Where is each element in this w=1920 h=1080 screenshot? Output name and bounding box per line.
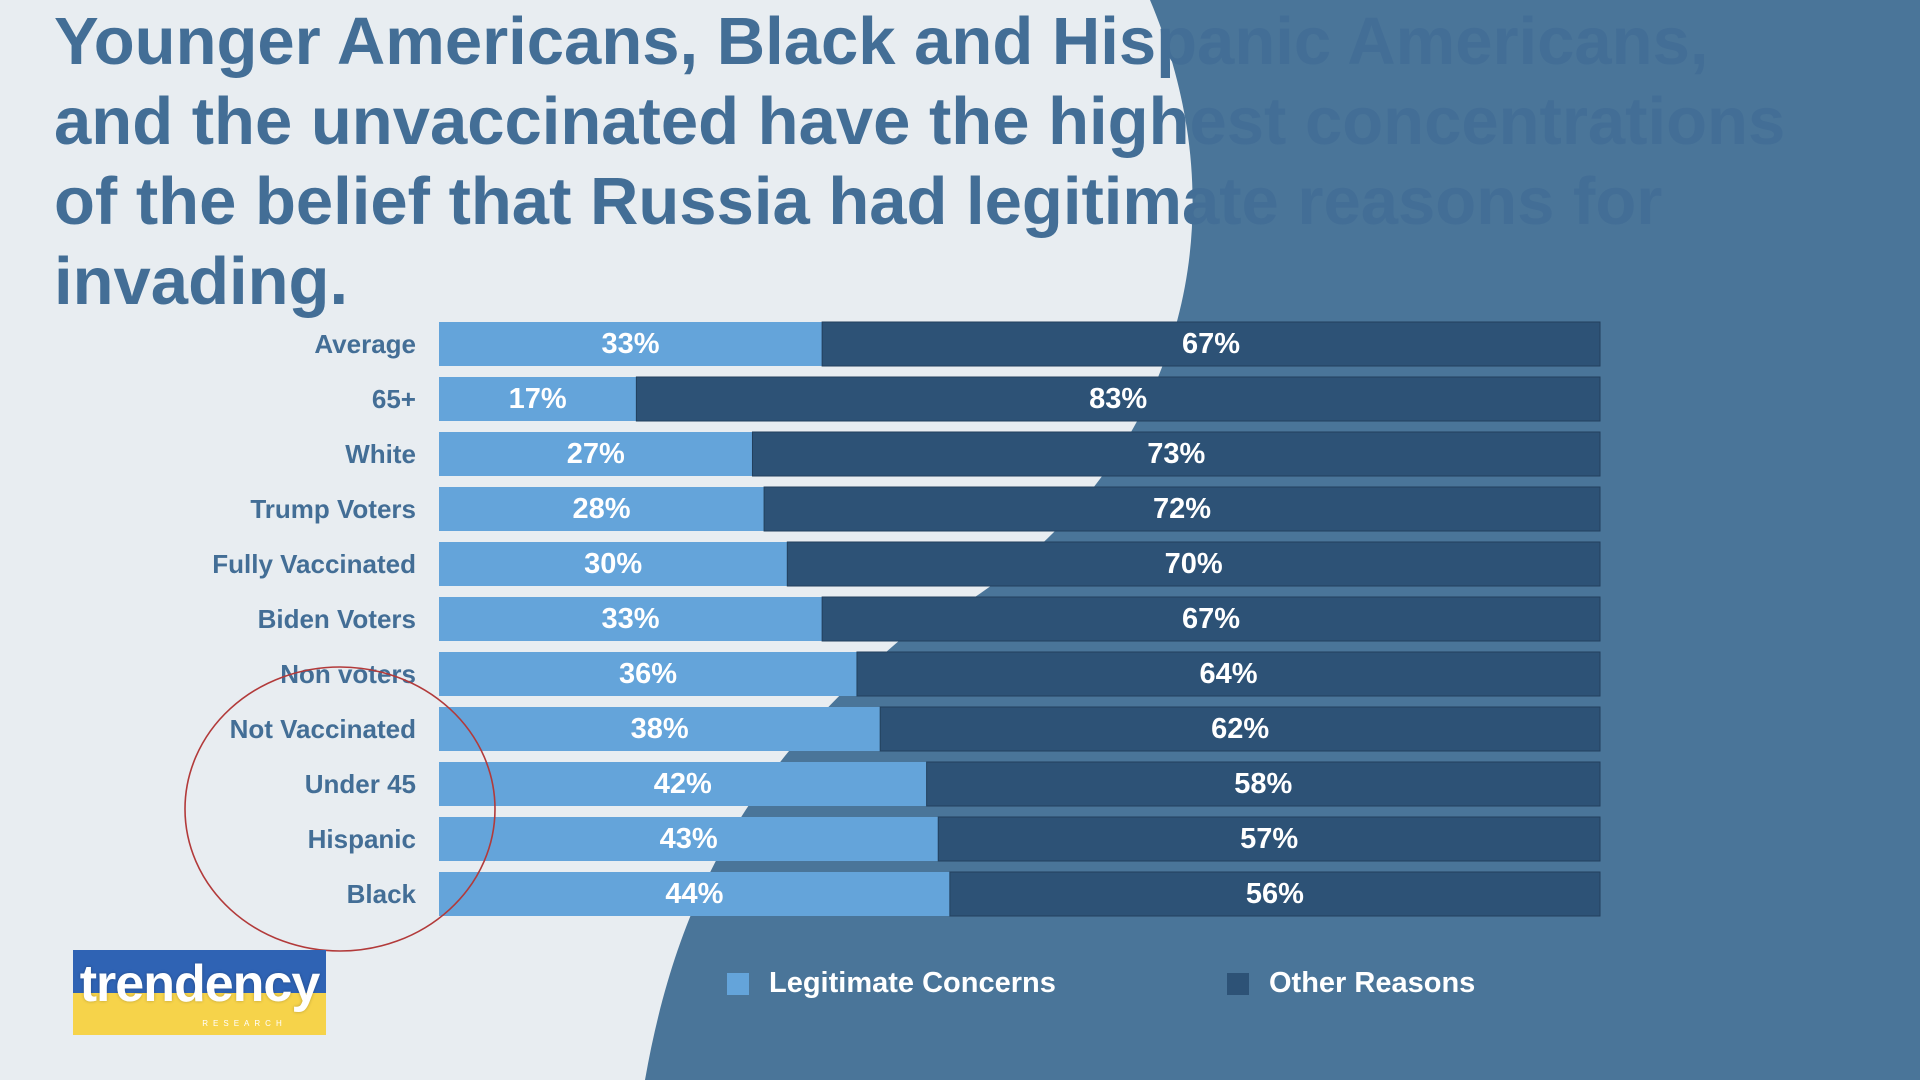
data-label: 17% [509, 383, 567, 415]
data-label: 83% [1089, 383, 1147, 415]
bar-other-reasons [635, 376, 1601, 422]
category-label: Not Vaccinated [230, 714, 416, 744]
legend-label: Legitimate Concerns [769, 967, 1056, 999]
bar-legitimate-concerns [439, 872, 950, 916]
data-label: 38% [631, 713, 689, 745]
bar-legitimate-concerns [439, 377, 637, 421]
logo-wordmark: trendency [79, 955, 321, 1013]
bar-legitimate-concerns [439, 322, 823, 366]
bar-other-reasons [821, 596, 1601, 642]
data-label: 73% [1147, 438, 1205, 470]
data-label: 30% [584, 548, 642, 580]
annotation-circle [184, 666, 496, 952]
bar-other-reasons [763, 486, 1601, 532]
data-label: 27% [567, 438, 625, 470]
bar-legitimate-concerns [439, 432, 753, 476]
data-label: 72% [1153, 493, 1211, 525]
background-wave [645, 0, 1920, 1080]
chart-title: Younger Americans, Black and Hispanic Am… [54, 4, 1786, 319]
bar-legitimate-concerns [439, 652, 857, 696]
data-label: 36% [619, 658, 677, 690]
bar-other-reasons [926, 761, 1601, 807]
data-label: 67% [1182, 603, 1240, 635]
bar-other-reasons [937, 816, 1601, 862]
data-label: 56% [1246, 878, 1304, 910]
category-label: Hispanic [308, 824, 416, 854]
data-label: 64% [1199, 658, 1257, 690]
bar-legitimate-concerns [439, 542, 788, 586]
data-label: 42% [654, 768, 712, 800]
legend-swatch [1227, 972, 1249, 995]
bar-other-reasons [786, 541, 1601, 587]
data-label: 33% [602, 328, 660, 360]
bar-other-reasons [751, 431, 1601, 477]
category-label: 65+ [372, 384, 416, 414]
bar-other-reasons [856, 651, 1601, 697]
bar-other-reasons [821, 321, 1601, 367]
category-label: Trump Voters [250, 494, 416, 524]
category-label: Under 45 [305, 769, 416, 799]
category-label: Non voters [280, 659, 416, 689]
category-label: Biden Voters [258, 604, 416, 634]
data-label: 70% [1165, 548, 1223, 580]
legend-item: Other Reasons [1227, 967, 1475, 1000]
bar-legitimate-concerns [439, 817, 939, 861]
bar-other-reasons [949, 871, 1601, 917]
data-label: 62% [1211, 713, 1269, 745]
legend-swatch [727, 972, 749, 995]
logo-subtitle: RESEARCH [202, 1019, 287, 1028]
legend-item: Legitimate Concerns [727, 967, 1056, 1000]
category-label: Black [347, 879, 417, 909]
data-label: 67% [1182, 328, 1240, 360]
data-label: 43% [660, 823, 718, 855]
bar-legitimate-concerns [439, 707, 881, 751]
category-label: Fully Vaccinated [212, 549, 416, 579]
data-label: 33% [602, 603, 660, 635]
legend-label: Other Reasons [1269, 967, 1476, 999]
trendency-logo: trendency RESEARCH [73, 950, 326, 1035]
data-label: 28% [573, 493, 631, 525]
category-label: White [345, 439, 416, 469]
bar-legitimate-concerns [439, 487, 765, 531]
category-label: Average [314, 329, 416, 359]
bar-other-reasons [879, 706, 1601, 752]
data-label: 44% [665, 878, 723, 910]
data-label: 57% [1240, 823, 1298, 855]
data-label: 58% [1234, 768, 1292, 800]
bar-legitimate-concerns [439, 597, 823, 641]
bar-legitimate-concerns [439, 762, 927, 806]
